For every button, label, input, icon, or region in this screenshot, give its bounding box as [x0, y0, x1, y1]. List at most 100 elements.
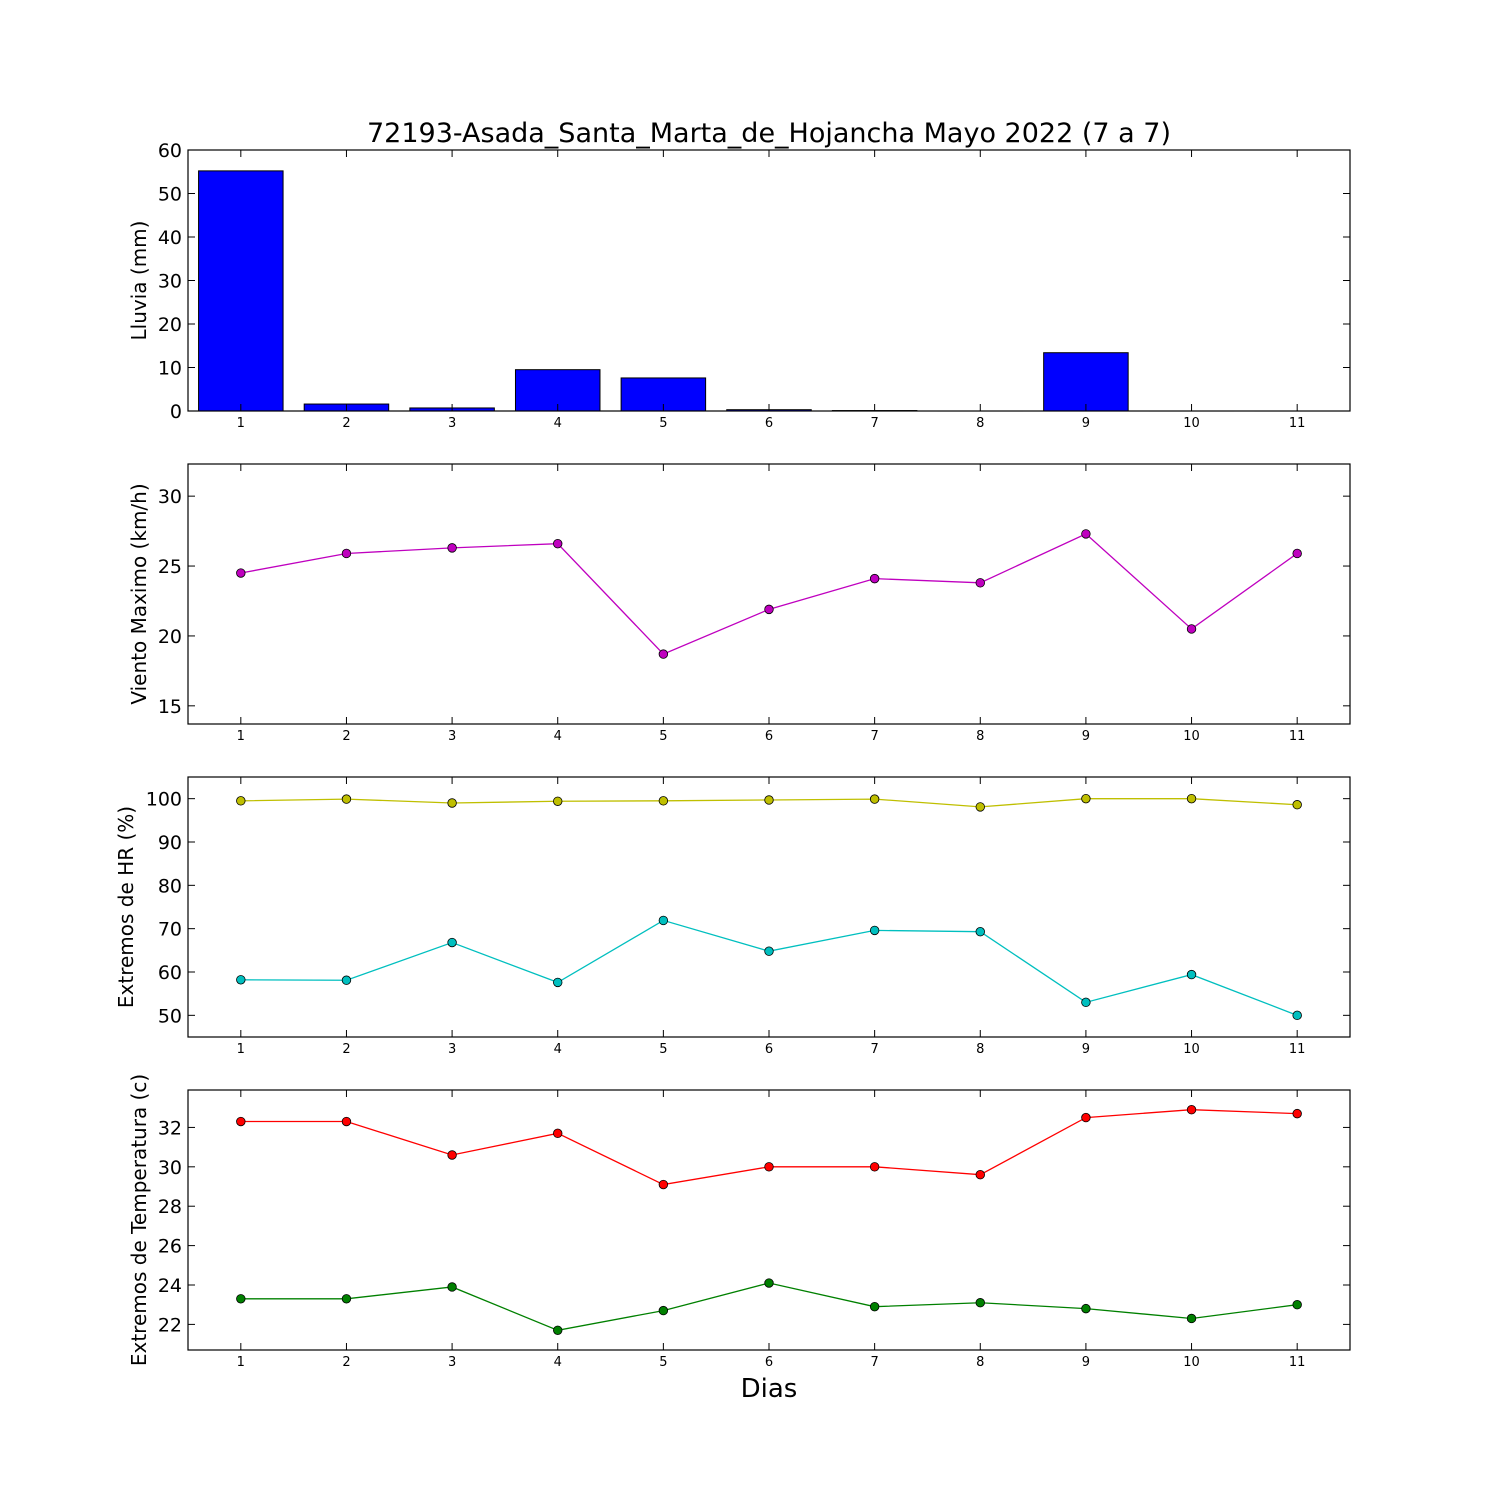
series-1-point-1 [236, 796, 246, 806]
x-tick-label: 4 [554, 416, 562, 431]
series-2-point-9 [1081, 1303, 1091, 1314]
panel-1: 0 10 20 30 40 50 60 1 2 3 4 5 6 7 8 9 10 11 Lluvia (mm) [127, 140, 1351, 431]
series-1-point-2 [341, 548, 352, 559]
y-tick-label: 30 [158, 271, 182, 293]
x-tick-label: 10 [1183, 729, 1200, 744]
x-tick-label: 11 [1289, 416, 1306, 431]
x-tick-label: 1 [237, 416, 245, 431]
y-tick-label: 32 [158, 1117, 182, 1139]
series-2-point-4 [553, 1325, 563, 1336]
series-2-point-1 [236, 1294, 246, 1304]
series-2-point-8 [975, 927, 985, 937]
series-2-point-6 [764, 946, 774, 956]
x-tick-label: 2 [342, 416, 350, 431]
y-tick-label: 25 [158, 556, 182, 578]
series-2-point-11 [1292, 1299, 1302, 1310]
series-1-point-8 [975, 802, 985, 812]
y-tick-label: 60 [158, 140, 182, 162]
x-tick-label: 3 [448, 729, 456, 744]
series-1-point-9 [1081, 1112, 1091, 1123]
x-tick-label: 6 [765, 1355, 773, 1370]
x-tick-label: 5 [659, 729, 667, 744]
series-line-1 [240, 1109, 1298, 1186]
x-tick-label: 2 [342, 1042, 350, 1057]
axes-frame [187, 776, 1351, 1038]
series-1-point-9 [1081, 793, 1091, 804]
series-1-point-3 [447, 1150, 457, 1160]
series-1-point-1 [236, 1116, 246, 1127]
series-2-point-2 [341, 1294, 352, 1304]
y-tick-label: 70 [158, 919, 182, 941]
series-1-point-6 [764, 1162, 774, 1172]
plot-area [236, 793, 1302, 1021]
y-tick-label: 24 [158, 1275, 182, 1297]
series-2-point-5 [658, 915, 669, 926]
series-1-point-2 [341, 794, 352, 804]
series-1-point-5 [658, 796, 669, 806]
x-tick-label: 4 [554, 1355, 562, 1370]
plot-area [198, 170, 1340, 412]
y-axis-label: Lluvia (mm) [127, 221, 151, 341]
x-tick-label: 10 [1183, 1355, 1200, 1370]
y-tick-label: 50 [158, 1005, 182, 1027]
series-2-point-10 [1186, 969, 1197, 980]
series-1-point-11 [1292, 548, 1302, 559]
x-tick-label: 6 [765, 1042, 773, 1057]
x-tick-label: 4 [554, 1042, 562, 1057]
x-tick-label: 9 [1082, 1042, 1090, 1057]
x-tick-label: 1 [237, 1042, 245, 1057]
x-axis-label: Dias [741, 1374, 798, 1404]
x-tick-label: 3 [448, 1355, 456, 1370]
series-2-point-10 [1186, 1313, 1197, 1324]
series-line-2 [240, 1282, 1298, 1331]
series-2-point-4 [553, 977, 563, 988]
x-tick-label: 11 [1289, 729, 1306, 744]
y-axis-label: Extremos de Temperatura (c) [127, 1074, 151, 1366]
series-1-point-10 [1186, 793, 1197, 804]
plot-area [236, 1104, 1302, 1336]
series-1-point-10 [1186, 624, 1197, 634]
x-tick-label: 9 [1082, 729, 1090, 744]
y-tick-label: 30 [158, 1157, 182, 1179]
x-tick-label: 5 [659, 1355, 667, 1370]
x-tick-label: 11 [1289, 1042, 1306, 1057]
x-tick-label: 2 [342, 1355, 350, 1370]
x-tick-label: 7 [870, 729, 878, 744]
y-tick-label: 20 [158, 314, 182, 336]
series-1-point-3 [447, 798, 457, 808]
series-line-2 [240, 919, 1298, 1016]
series-2-point-9 [1081, 997, 1091, 1008]
x-tick-label: 5 [659, 416, 667, 431]
x-tick-label: 8 [976, 729, 984, 744]
series-2-point-2 [341, 975, 352, 985]
panel-3: 50 60 70 80 90 100 1 2 3 4 5 6 7 8 9 10 11 Extremos de HR… [114, 776, 1351, 1057]
series-1-point-11 [1292, 1108, 1302, 1119]
series-1-point-4 [553, 796, 563, 806]
x-tick-label: 5 [659, 1042, 667, 1057]
series-2-point-7 [869, 925, 880, 936]
x-tick-label: 4 [554, 729, 562, 744]
y-tick-label: 26 [158, 1236, 182, 1258]
axes-frame [187, 149, 1351, 412]
series-1-point-8 [975, 578, 985, 588]
series-2-point-8 [975, 1298, 985, 1308]
series-1-point-11 [1292, 800, 1302, 810]
y-tick-label: 22 [158, 1314, 182, 1336]
series-1-point-4 [553, 1128, 563, 1139]
bar-day-9 [1043, 352, 1129, 412]
series-line-1 [240, 533, 1298, 655]
y-axis-label: Extremos de HR (%) [114, 806, 138, 1008]
x-tick-label: 3 [448, 416, 456, 431]
x-tick-label: 11 [1289, 1355, 1306, 1370]
series-1-point-10 [1186, 1104, 1197, 1115]
y-tick-label: 30 [158, 486, 182, 508]
plot-area [236, 529, 1302, 659]
series-2-point-5 [658, 1305, 669, 1316]
y-tick-label: 40 [158, 227, 182, 249]
y-axis-label: Viento Maximo (km/h) [127, 483, 151, 704]
series-1-point-5 [658, 1179, 669, 1190]
series-2-point-3 [447, 1282, 457, 1292]
x-tick-label: 7 [870, 1355, 878, 1370]
